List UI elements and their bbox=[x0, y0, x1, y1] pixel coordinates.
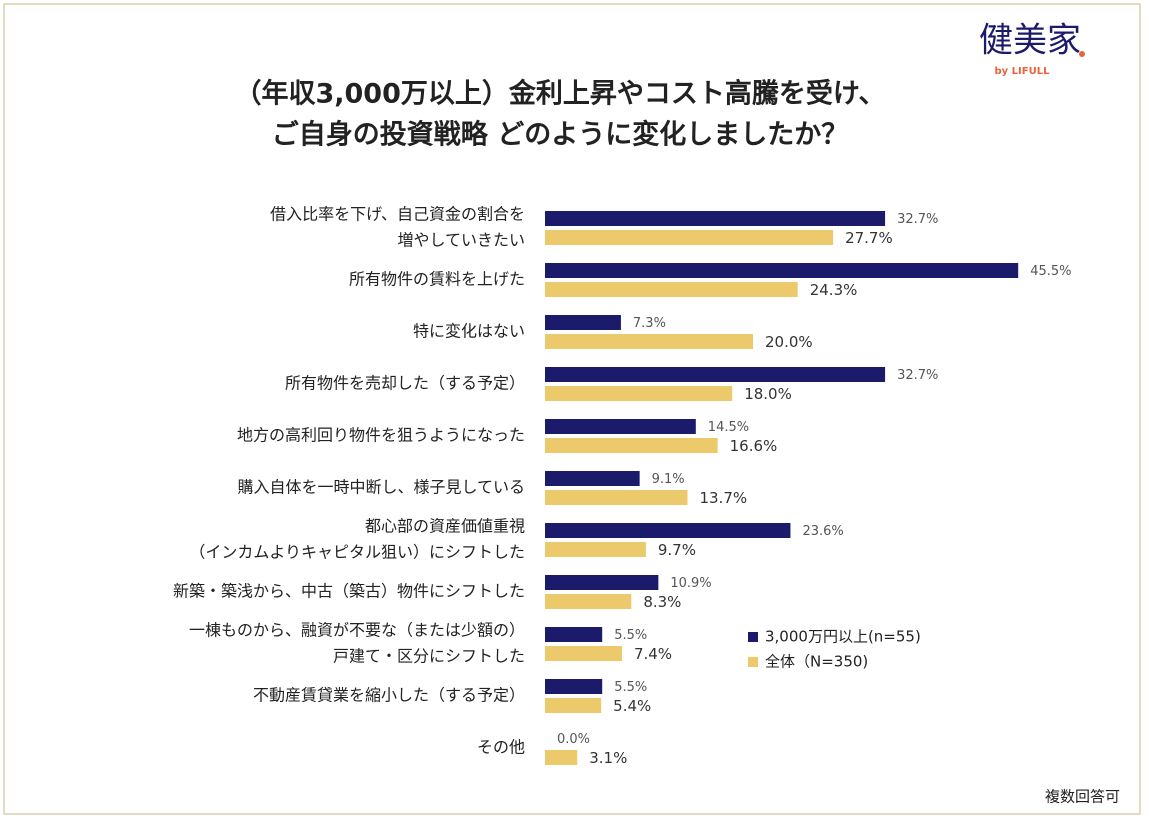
category-label: 所有物件の賃料を上げた bbox=[349, 270, 525, 289]
brand-byline: by LIFULL bbox=[995, 66, 1051, 77]
legend-label: 3,000万円以上(n=55) bbox=[765, 628, 921, 646]
category-label: 一棟ものから、融資が不要な（または少額の） bbox=[189, 621, 525, 640]
bar bbox=[545, 750, 578, 765]
value-label: 8.3% bbox=[643, 593, 681, 611]
category-label: 新築・築浅から、中古（築古）物件にシフトした bbox=[173, 582, 525, 601]
chart-title: （年収3,000万以上）金利上昇やコスト高騰を受け、 bbox=[234, 78, 885, 110]
bar bbox=[545, 575, 659, 590]
value-label: 7.4% bbox=[634, 645, 672, 663]
category-label: 所有物件を売却した（する予定） bbox=[285, 374, 525, 393]
value-label: 9.1% bbox=[652, 472, 685, 487]
bar bbox=[545, 490, 688, 505]
value-label: 24.3% bbox=[810, 281, 858, 299]
legend-swatch bbox=[748, 657, 758, 667]
value-label: 23.6% bbox=[802, 524, 843, 539]
value-label: 5.4% bbox=[613, 697, 651, 715]
bar bbox=[545, 230, 834, 245]
category-label: 地方の高利回り物件を狙うようになった bbox=[237, 426, 525, 445]
bar bbox=[545, 646, 622, 661]
value-label: 10.9% bbox=[670, 576, 711, 591]
category-label: 都心部の資産価値重視 bbox=[365, 517, 525, 536]
value-label: 32.7% bbox=[897, 212, 938, 227]
bar bbox=[545, 315, 621, 330]
category-label: （インカムよりキャピタル狙い）にシフトした bbox=[189, 543, 525, 562]
bar bbox=[545, 263, 1019, 278]
category-label: 不動産賃貸業を縮小した（する予定） bbox=[253, 686, 525, 705]
value-label: 20.0% bbox=[765, 333, 813, 351]
footnote: 複数回答可 bbox=[1045, 788, 1120, 806]
bar bbox=[545, 698, 602, 713]
brand-dot bbox=[1079, 51, 1085, 57]
category-label: 特に変化はない bbox=[413, 322, 525, 341]
value-label: 45.5% bbox=[1030, 264, 1071, 279]
legend-label: 全体（N=350) bbox=[765, 653, 868, 671]
chart-title: ご自身の投資戦略 どのように変化しましたか？ bbox=[272, 119, 848, 151]
value-label: 3.1% bbox=[589, 749, 627, 767]
bar bbox=[545, 523, 791, 538]
value-label: 32.7% bbox=[897, 368, 938, 383]
category-label: 購入自体を一時中断し、様子見している bbox=[237, 478, 525, 497]
category-label: 戸建て・区分にシフトした bbox=[333, 647, 525, 666]
bar bbox=[545, 471, 640, 486]
value-label: 5.5% bbox=[614, 680, 647, 695]
value-label: 16.6% bbox=[730, 437, 778, 455]
bar bbox=[545, 367, 886, 382]
brand-name: 健美家 bbox=[979, 21, 1081, 61]
bar bbox=[545, 211, 886, 226]
bar bbox=[545, 438, 718, 453]
value-label: 27.7% bbox=[845, 229, 893, 247]
value-label: 5.5% bbox=[614, 628, 647, 643]
bar bbox=[545, 679, 603, 694]
value-label: 7.3% bbox=[633, 316, 666, 331]
value-label: 14.5% bbox=[708, 420, 749, 435]
bar bbox=[545, 542, 646, 557]
legend-swatch bbox=[748, 632, 758, 642]
value-label: 18.0% bbox=[744, 385, 792, 403]
category-label: 増やしていきたい bbox=[397, 231, 525, 250]
bar bbox=[545, 594, 632, 609]
value-label: 0.0% bbox=[557, 732, 590, 747]
bar bbox=[545, 282, 798, 297]
category-label: その他 bbox=[477, 738, 525, 757]
bar bbox=[545, 419, 696, 434]
value-label: 9.7% bbox=[658, 541, 696, 559]
bar bbox=[545, 386, 733, 401]
bar bbox=[545, 334, 753, 349]
bar bbox=[545, 627, 603, 642]
value-label: 13.7% bbox=[699, 489, 747, 507]
category-label: 借入比率を下げ、自己資金の割合を bbox=[270, 205, 525, 224]
